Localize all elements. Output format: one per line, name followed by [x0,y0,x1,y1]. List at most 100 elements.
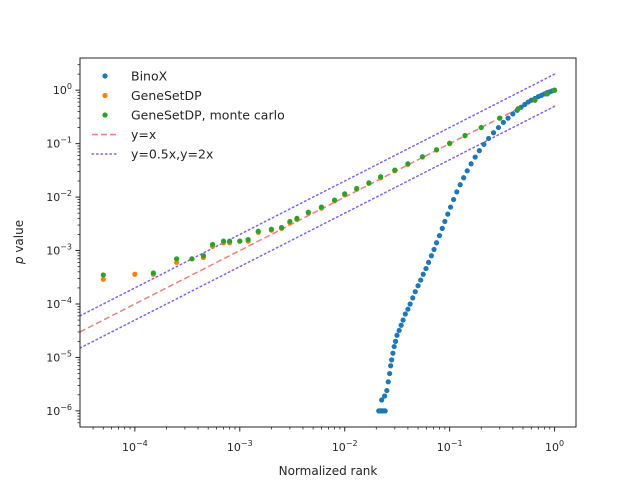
point-series-0 [447,204,454,210]
point-series-0 [405,306,411,312]
point-series-0 [389,357,395,363]
point-series-0 [433,240,440,246]
point-series-0 [457,182,463,188]
x-tick-label: 10−3 [227,439,253,454]
point-series-0 [407,301,413,307]
y-tick-label: 10−3 [46,243,72,258]
x-axis: 10−4 10−3 10−2 10−1 100 [92,427,564,454]
point-series-0 [400,317,406,323]
point-series-0 [410,295,416,301]
legend-item: y=x [92,127,156,142]
point-series-0 [490,130,497,136]
legend-marker [102,92,108,99]
y-tick-label: 10−5 [46,349,72,364]
point-series-0 [394,332,400,338]
point-series-0 [420,271,426,277]
point-series-2 [227,238,233,244]
point-series-1 [174,259,180,266]
point-series-1 [100,276,106,282]
point-series-2 [366,180,372,186]
point-series-0 [439,225,445,231]
point-series-2 [318,204,325,210]
point-series-0 [423,265,429,272]
point-series-0 [464,168,470,174]
point-series-0 [390,350,396,356]
point-series-0 [415,283,421,289]
point-series-2 [419,154,426,160]
point-series-2 [278,224,285,231]
y-axis-label: p value [12,220,26,265]
point-series-2 [150,270,156,276]
point-series-0 [505,115,511,121]
point-series-2 [255,228,261,234]
y-tick-label: 10−4 [46,296,72,311]
point-series-0 [445,211,451,217]
point-series-0 [384,387,390,394]
point-series-0 [428,253,435,259]
legend-item: y=0.5x,y=2x [91,147,213,162]
point-series-0 [495,124,502,131]
point-series-2 [342,191,348,197]
legend-item: GeneSetDP [102,88,202,103]
legend-marker [102,112,108,118]
x-axis-label: Normalized rank [279,464,378,478]
point-series-2 [200,253,207,259]
legend-item: BinoX [102,69,168,84]
point-series-0 [431,246,437,253]
legend-label: GeneSetDP, monte carlo [131,108,285,123]
point-series-2 [544,91,550,97]
point-series-2 [532,97,538,103]
x-tick-label: 100 [545,439,564,454]
point-series-0 [476,148,482,154]
point-series-0 [454,189,460,195]
y-tick-label: 10−6 [46,403,72,418]
point-series-0 [382,393,388,399]
point-series-0 [382,408,388,414]
point-series-2 [447,140,453,146]
point-series-2 [551,87,558,93]
legend: BinoX GeneSetDP GeneSetDP, monte carlo y=x y… [91,69,285,162]
point-series-0 [510,111,516,117]
point-series-2 [433,147,440,153]
point-series-2 [245,237,251,243]
point-series-0 [392,338,399,344]
point-series-0 [398,322,404,328]
legend-label: BinoX [131,69,168,84]
point-series-2 [237,238,243,244]
point-series-0 [396,327,402,334]
point-series-2 [478,124,484,131]
point-series-0 [388,363,394,369]
legend-label: y=0.5x,y=2x [131,147,213,162]
point-series-2 [268,226,274,232]
reference-line-half-x [80,105,556,349]
point-series-0 [387,370,393,377]
x-tick-label: 10−2 [332,439,358,454]
point-series-2 [515,106,521,112]
point-series-0 [391,343,397,350]
point-series-0 [472,154,478,160]
axes-frame [79,57,577,428]
point-series-2 [378,174,384,180]
point-series-2 [287,218,293,225]
point-series-0 [436,233,443,239]
y-axis: 10−6 10−5 10−4 10−3 10−2 10−1 100 [46,64,80,424]
point-series-2 [209,241,216,248]
reference-line-double-x [80,73,556,317]
point-series-2 [305,209,311,215]
point-series-2 [497,115,503,121]
point-series-0 [425,259,432,266]
point-series-0 [468,161,474,167]
y-tick-label: 100 [53,82,72,97]
point-series-0 [461,175,467,181]
point-series-2 [354,185,360,192]
point-series-2 [100,272,106,278]
point-series-0 [412,289,418,295]
x-tick-label: 10−4 [122,439,148,454]
reference-line-y-equals-x [80,89,555,333]
point-series-0 [385,379,391,385]
point-series-0 [379,397,385,403]
plot-area [80,73,558,414]
point-series-0 [485,135,492,142]
legend-label: GeneSetDP [131,88,202,103]
x-tick-label: 10−1 [437,439,463,454]
